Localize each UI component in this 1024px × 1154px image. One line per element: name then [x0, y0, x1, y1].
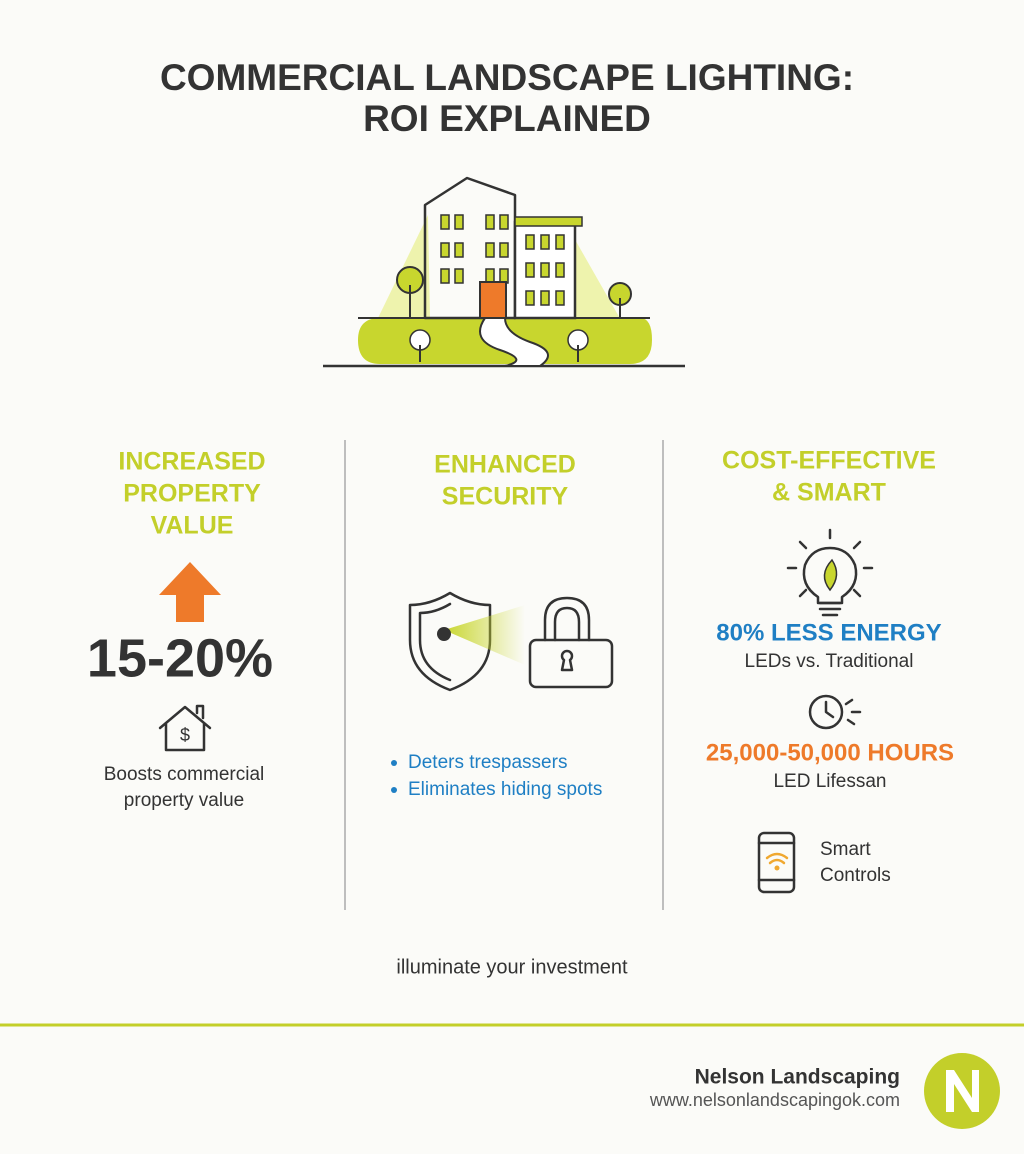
- column-heading: PROPERTY: [123, 480, 261, 508]
- building-illustration-part-part: [555, 234, 565, 250]
- building-illustration-part: [514, 216, 583, 227]
- security-icon-part: [444, 605, 525, 665]
- house-icon-part: [158, 704, 212, 752]
- item-caption: LEDs vs. Traditional: [745, 651, 914, 672]
- building-illustration-part-part: [440, 268, 450, 284]
- tagline: illuminate your investment: [396, 956, 628, 978]
- stat: 15-20%: [87, 628, 273, 688]
- description: property value: [124, 790, 244, 811]
- building-illustration-part: [479, 281, 507, 319]
- building-illustration-part-part: [485, 268, 495, 284]
- bullet: [391, 787, 397, 793]
- security-icon-part: [418, 602, 452, 682]
- security-icon-part: [408, 591, 492, 692]
- item-headline: 25,000-50,000 HOURS: [706, 739, 954, 766]
- item-headline: 80% LESS ENERGY: [716, 619, 941, 646]
- clock-icon: [808, 694, 862, 730]
- logo-part: [946, 1070, 979, 1112]
- building-illustration-part-part: [499, 214, 509, 230]
- bullet-text: Eliminates hiding spots: [408, 779, 602, 800]
- security-icon-part: [543, 596, 591, 642]
- bulb-icon-part: [823, 558, 838, 592]
- building-illustration-part-part: [454, 268, 464, 284]
- house-icon: $: [158, 704, 212, 752]
- building-illustration-part-part: [525, 262, 535, 278]
- building-illustration-part-part: [454, 242, 464, 258]
- column-heading: & SMART: [772, 479, 886, 507]
- security-icon-part: [528, 638, 614, 689]
- building-illustration-part-part: [540, 262, 550, 278]
- house-icon-part: $: [180, 725, 190, 745]
- building-illustration-part-part: [555, 290, 565, 306]
- bulb-icon-part: [786, 528, 874, 617]
- company-url: www.nelsonlandscapingok.com: [649, 1090, 900, 1110]
- bulb-icon-part: [802, 546, 858, 605]
- building-illustration-part-part: [525, 234, 535, 250]
- phone-icon-part: [765, 852, 789, 865]
- bullet: [391, 760, 397, 766]
- building-illustration: [323, 176, 685, 368]
- building-illustration-part: [479, 317, 549, 367]
- column-heading: SECURITY: [442, 483, 569, 511]
- building-illustration-part-part: [440, 242, 450, 258]
- building-illustration-part-part: [485, 214, 495, 230]
- phone-icon-part: [757, 831, 796, 894]
- item-caption: LED Lifessan: [773, 771, 886, 792]
- building-illustration-part-part: [454, 214, 464, 230]
- column-heading: COST-EFFECTIVE: [722, 447, 936, 475]
- building-illustration-part-part: [525, 290, 535, 306]
- title: ROI EXPLAINED: [363, 98, 651, 139]
- building-illustration-part-part: [499, 268, 509, 284]
- description: Boosts commercial: [104, 764, 265, 785]
- column-heading: VALUE: [151, 512, 234, 540]
- column-heading: ENHANCED: [434, 451, 576, 479]
- security-icon-part: [560, 649, 574, 672]
- bulb-icon: [786, 528, 874, 617]
- column-heading: INCREASED: [118, 448, 265, 476]
- building-illustration-part-part: [485, 242, 495, 258]
- building-illustration-part-part: [555, 262, 565, 278]
- company-name: Nelson Landscaping: [695, 1066, 900, 1089]
- building-illustration-part: [565, 222, 622, 322]
- clock-icon-part: [824, 698, 862, 726]
- building-illustration-part-part: [540, 290, 550, 306]
- building-illustration-part-part: [499, 242, 509, 258]
- logo: [924, 1053, 1000, 1129]
- bullet-text: Deters trespassers: [408, 752, 567, 773]
- title: COMMERCIAL LANDSCAPE LIGHTING:: [160, 57, 854, 98]
- phone-icon-part: [757, 841, 796, 882]
- phone-icon: [757, 831, 796, 894]
- security-icon-part: [437, 627, 451, 641]
- smart-controls: Controls: [820, 865, 891, 886]
- smart-controls: Smart: [820, 839, 871, 860]
- security-icon-part: [553, 606, 581, 642]
- clock-icon-part: [808, 694, 844, 730]
- building-illustration-part-part: [540, 234, 550, 250]
- building-illustration-part: [378, 215, 430, 318]
- up-arrow: [159, 562, 221, 622]
- building-illustration-part: [440, 214, 565, 306]
- phone-icon-part: [774, 865, 780, 871]
- security-icon: [408, 591, 614, 692]
- building-illustration-part-part: [440, 214, 450, 230]
